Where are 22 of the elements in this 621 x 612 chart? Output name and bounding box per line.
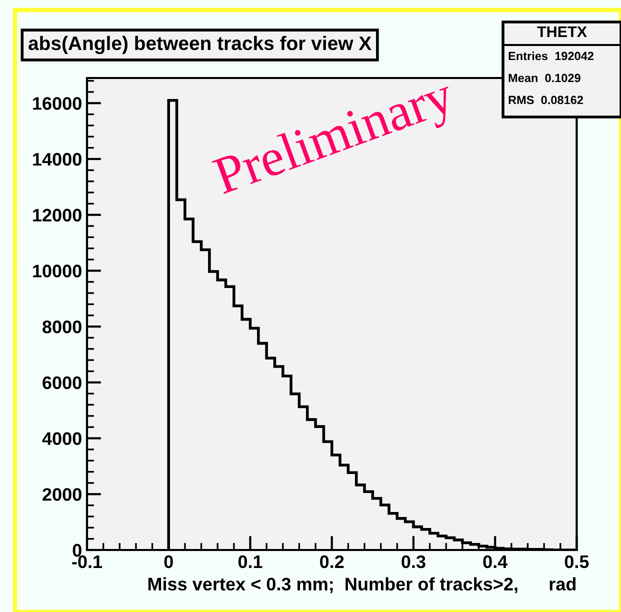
- y-tick-label: 14000: [33, 152, 82, 166]
- y-tick-label: 0: [72, 544, 82, 557]
- x-tick-label: 0: [164, 555, 173, 568]
- y-tick-label: 16000: [33, 97, 82, 110]
- y-tick-label: 12000: [33, 208, 82, 222]
- y-tick-label: 10000: [33, 264, 82, 278]
- text: Entries 192042: [508, 52, 594, 60]
- x-tick-label: 0.3: [402, 555, 426, 568]
- text: THETX: [537, 26, 587, 37]
- x-tick-label: 0.2: [320, 555, 344, 568]
- x-tick-label: -0.1: [72, 555, 102, 568]
- x-tick-label: 0.1: [238, 555, 262, 568]
- x-tick-label: 0.4: [483, 555, 508, 568]
- annotation: Mean 0.1029: [508, 74, 580, 82]
- y-tick-label: 8000: [42, 320, 82, 334]
- chart-title: abs(Angle) between tracks for view X: [28, 36, 372, 54]
- x-tick-label: 0.5: [564, 555, 589, 568]
- y-tick-label: 6000: [42, 376, 82, 390]
- x-axis-title: Miss vertex < 0.3 mm; Number of tracks>2, rad: [148, 577, 576, 594]
- y-tick-label: 2000: [42, 488, 82, 501]
- annotation: RMS 0.08162: [508, 96, 583, 104]
- y-tick-label: 4000: [42, 432, 82, 446]
